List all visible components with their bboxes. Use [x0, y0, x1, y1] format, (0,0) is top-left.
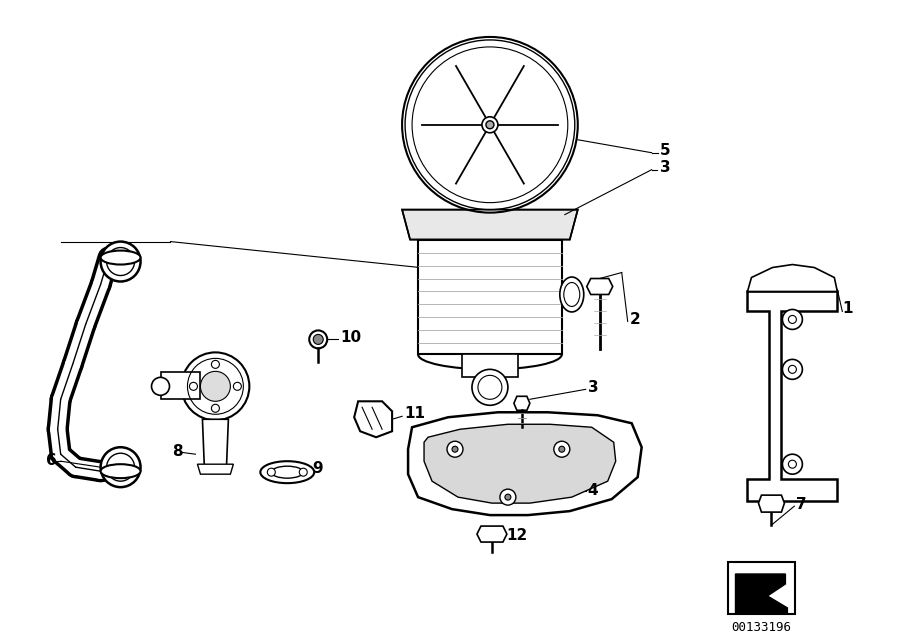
- Polygon shape: [759, 495, 785, 512]
- Circle shape: [182, 352, 249, 420]
- Circle shape: [310, 331, 328, 349]
- Text: 9: 9: [312, 460, 323, 476]
- Circle shape: [212, 361, 220, 368]
- Polygon shape: [477, 526, 507, 542]
- Ellipse shape: [101, 251, 140, 265]
- Circle shape: [212, 404, 220, 412]
- Polygon shape: [408, 412, 642, 515]
- Circle shape: [101, 242, 140, 282]
- Text: 3: 3: [588, 380, 598, 395]
- Circle shape: [559, 446, 565, 452]
- Text: 4: 4: [588, 483, 598, 497]
- Polygon shape: [748, 291, 837, 501]
- Circle shape: [782, 454, 803, 474]
- Text: 1: 1: [842, 301, 853, 316]
- Text: 5: 5: [660, 143, 670, 158]
- Polygon shape: [462, 354, 517, 377]
- Circle shape: [447, 441, 463, 457]
- Circle shape: [313, 335, 323, 345]
- Polygon shape: [587, 279, 613, 294]
- Circle shape: [472, 370, 508, 405]
- Circle shape: [151, 377, 169, 396]
- Text: 7: 7: [796, 497, 807, 511]
- Text: 6: 6: [46, 453, 57, 467]
- Circle shape: [500, 489, 516, 505]
- Circle shape: [486, 121, 494, 128]
- Polygon shape: [197, 464, 233, 474]
- Circle shape: [505, 494, 511, 500]
- Bar: [727, 562, 796, 614]
- Polygon shape: [202, 419, 229, 469]
- Polygon shape: [424, 424, 616, 503]
- Circle shape: [190, 382, 197, 391]
- Circle shape: [201, 371, 230, 401]
- Ellipse shape: [101, 464, 140, 478]
- Circle shape: [101, 447, 140, 487]
- Polygon shape: [402, 210, 578, 240]
- Text: 12: 12: [506, 528, 527, 543]
- Polygon shape: [160, 372, 201, 399]
- Polygon shape: [748, 265, 837, 291]
- Circle shape: [267, 468, 275, 476]
- Circle shape: [554, 441, 570, 457]
- Ellipse shape: [560, 277, 584, 312]
- Text: 8: 8: [173, 444, 183, 459]
- Circle shape: [452, 446, 458, 452]
- Polygon shape: [514, 396, 530, 410]
- Polygon shape: [418, 240, 562, 354]
- Text: 2: 2: [630, 312, 641, 327]
- Circle shape: [782, 310, 803, 329]
- Circle shape: [482, 117, 498, 133]
- Circle shape: [300, 468, 307, 476]
- Ellipse shape: [260, 461, 314, 483]
- Text: 11: 11: [404, 406, 425, 421]
- Text: 3: 3: [660, 160, 670, 175]
- Circle shape: [233, 382, 241, 391]
- Polygon shape: [735, 574, 788, 614]
- Text: 10: 10: [340, 330, 361, 345]
- Text: 00133196: 00133196: [732, 621, 791, 634]
- Circle shape: [402, 37, 578, 212]
- Circle shape: [782, 359, 803, 379]
- Polygon shape: [355, 401, 392, 437]
